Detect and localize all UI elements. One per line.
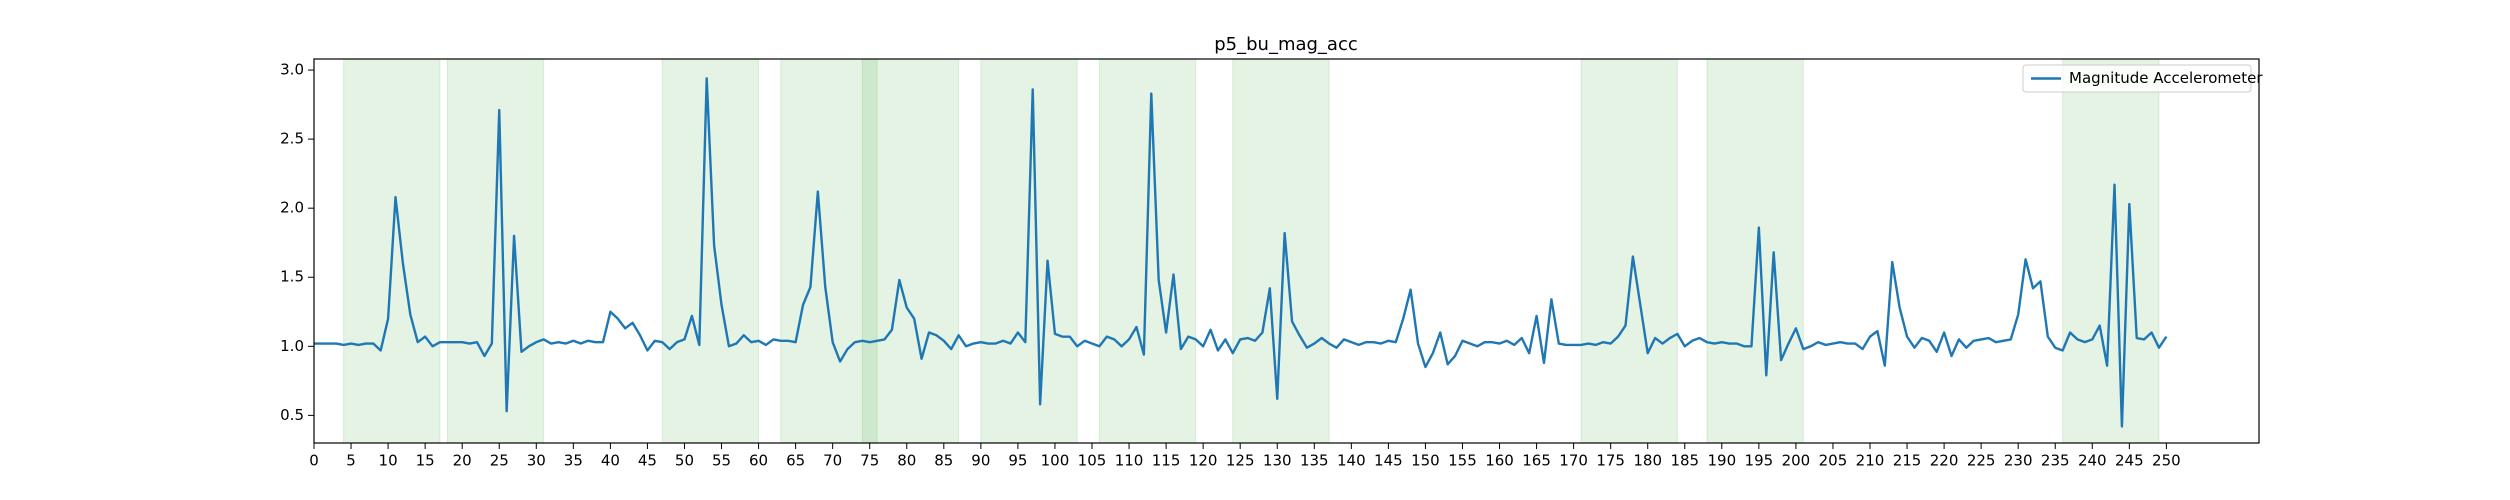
x-tick-label: 235	[2041, 452, 2070, 470]
legend-box	[2022, 64, 2252, 93]
y-tick-label: 2.5	[280, 130, 304, 148]
legend-label: Magnitude Accelerometer	[2069, 69, 2263, 87]
x-tick-label: 195	[1745, 452, 1774, 470]
x-tick-label: 100	[1041, 452, 1070, 470]
y-tick-label: 3.0	[280, 61, 304, 79]
chart-title: p5_bu_mag_acc	[1214, 34, 1358, 55]
x-tick-label: 75	[860, 452, 879, 470]
x-tick-label: 55	[712, 452, 731, 470]
x-tick-label: 220	[1930, 452, 1959, 470]
x-tick-label: 200	[1782, 452, 1811, 470]
x-tick-label: 95	[1008, 452, 1027, 470]
x-tick-label: 35	[564, 452, 583, 470]
x-tick-label: 240	[2078, 452, 2107, 470]
x-tick-label: 20	[453, 452, 472, 470]
x-tick-label: 90	[971, 452, 990, 470]
x-tick-label: 160	[1485, 452, 1514, 470]
x-tick-label: 110	[1115, 452, 1144, 470]
x-tick-label: 170	[1559, 452, 1588, 470]
x-tick-label: 130	[1263, 452, 1292, 470]
highlight-span	[1580, 58, 1678, 444]
highlight-span	[1706, 58, 1804, 444]
legend: Magnitude Accelerometer	[2022, 64, 2263, 93]
x-tick-label: 25	[490, 452, 509, 470]
x-tick-label: 60	[749, 452, 768, 470]
x-tick-label: 245	[2115, 452, 2144, 470]
x-tick-label: 185	[1670, 452, 1699, 470]
x-tick-label: 65	[786, 452, 805, 470]
x-tick-label: 190	[1707, 452, 1736, 470]
x-tick-label: 135	[1300, 452, 1329, 470]
x-tick-label: 5	[346, 452, 356, 470]
x-tick-label: 140	[1337, 452, 1366, 470]
x-tick-label: 180	[1633, 452, 1662, 470]
x-tick-label: 215	[1893, 452, 1922, 470]
x-tick-label: 165	[1522, 452, 1551, 470]
x-tick-label: 85	[934, 452, 953, 470]
x-tick-label: 175	[1596, 452, 1625, 470]
x-tick-label: 40	[601, 452, 620, 470]
x-tick-label: 225	[1967, 452, 1996, 470]
y-tick-label: 1.0	[280, 337, 304, 355]
x-tick-label: 115	[1152, 452, 1181, 470]
x-tick-label: 50	[675, 452, 694, 470]
x-tick-label: 120	[1189, 452, 1218, 470]
y-tick-label: 2.0	[280, 199, 304, 217]
x-tick-label: 15	[416, 452, 435, 470]
x-tick-label: 70	[823, 452, 842, 470]
x-tick-label: 125	[1226, 452, 1255, 470]
x-tick-label: 0	[309, 452, 319, 470]
x-tick-label: 30	[527, 452, 546, 470]
data-line	[314, 77, 2168, 428]
plot-frame	[313, 58, 2260, 444]
x-tick-label: 145	[1374, 452, 1403, 470]
y-tick-label: 0.5	[280, 406, 304, 424]
x-tick-label: 155	[1448, 452, 1477, 470]
x-tick-label: 10	[379, 452, 398, 470]
highlight-span	[661, 58, 760, 444]
highlight-span	[1232, 58, 1330, 444]
x-tick-label: 230	[2004, 452, 2033, 470]
highlight-span	[861, 58, 960, 444]
x-tick-label: 80	[897, 452, 916, 470]
x-tick-label: 150	[1411, 452, 1440, 470]
x-tick-label: 210	[1856, 452, 1885, 470]
x-tick-label: 45	[638, 452, 657, 470]
x-tick-label: 205	[1819, 452, 1848, 470]
x-tick-label: 105	[1078, 452, 1107, 470]
x-tick-label: 250	[2152, 452, 2181, 470]
y-tick-label: 1.5	[280, 268, 304, 286]
